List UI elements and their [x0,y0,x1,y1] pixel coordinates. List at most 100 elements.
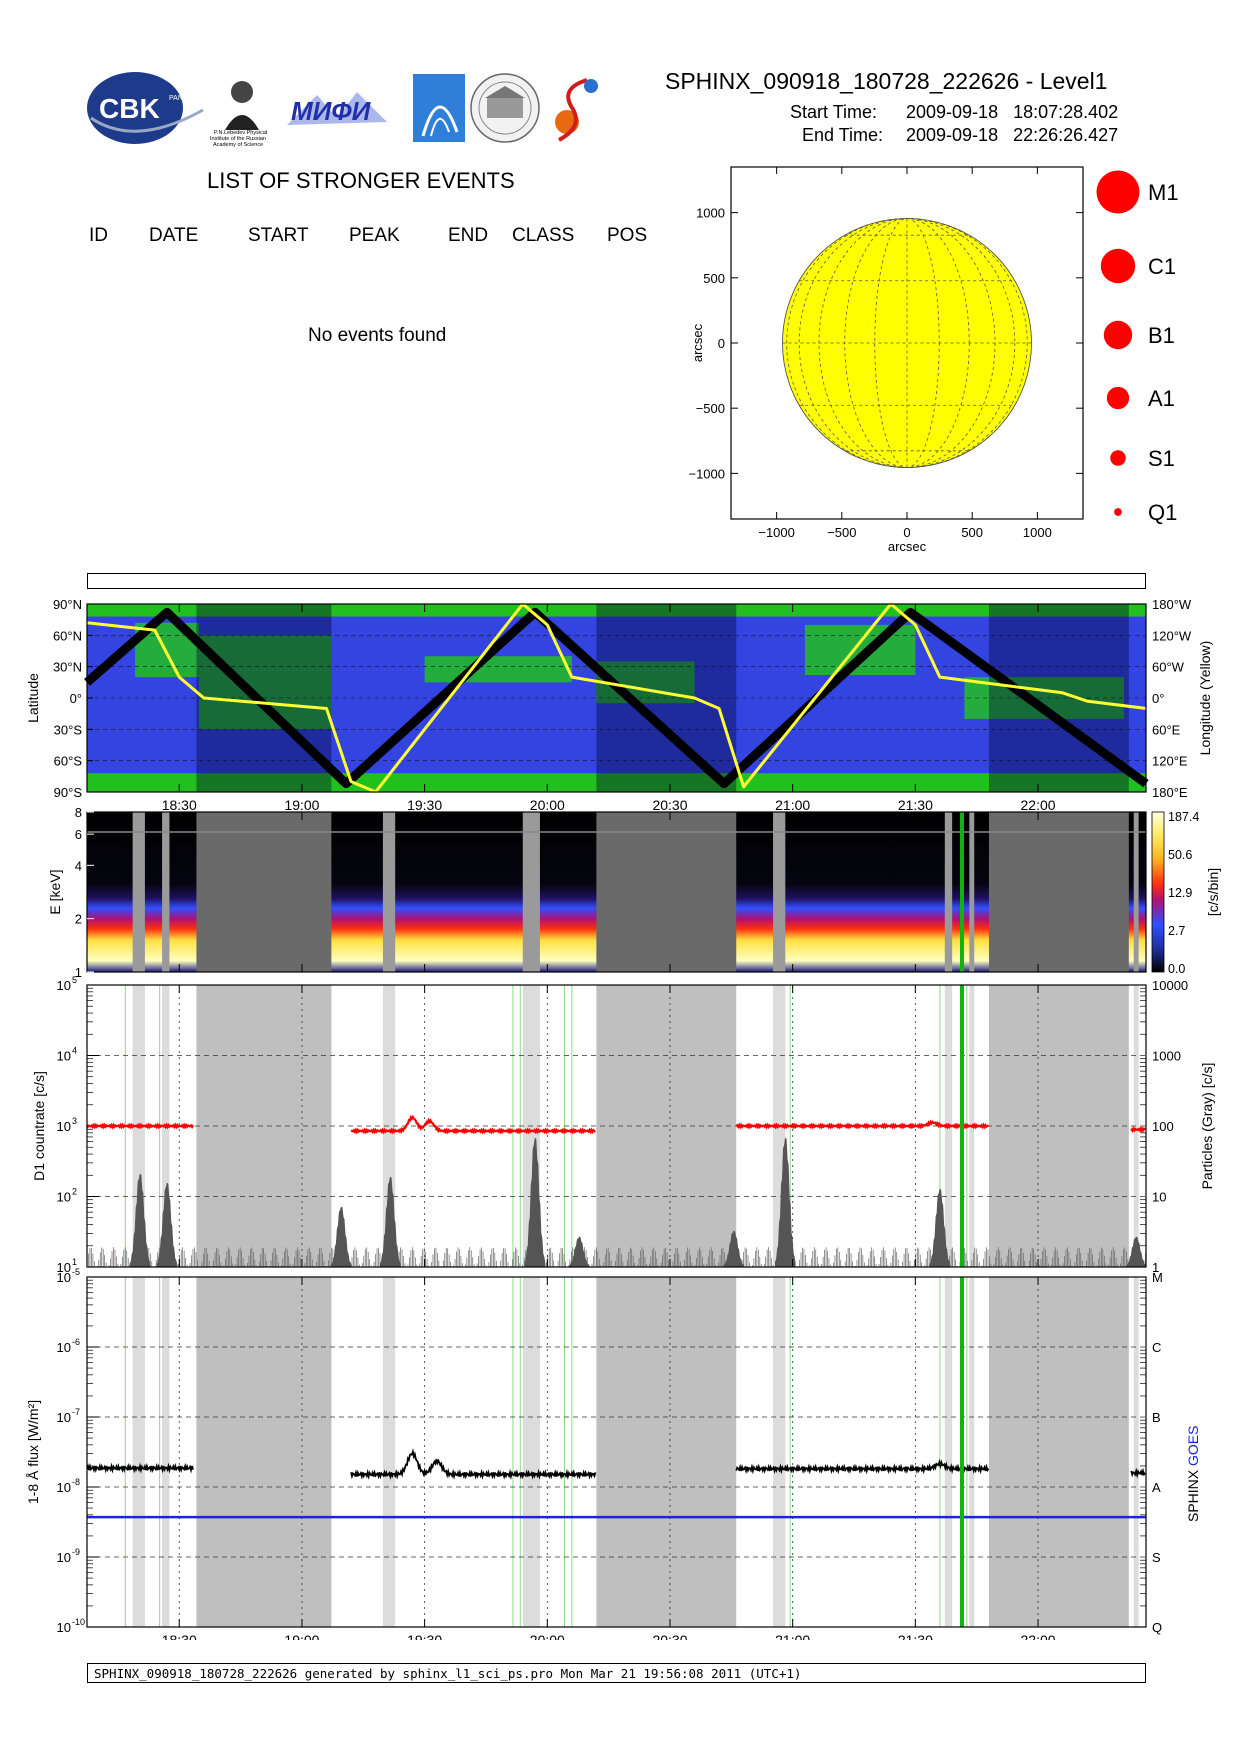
seal-logo [470,73,540,143]
countrate-ytick-label: 10 [57,1190,71,1205]
particle-spike [330,1206,352,1268]
flux-y2tick-label: C [1152,1340,1161,1355]
sun-map-chart: −1000 −500 0 500 1000 1000 500 0 −500 −1000 arcsec… [688,166,1084,554]
flux-particle-gap [944,1277,953,1627]
particle-spike [723,1230,745,1268]
flux-particle-gap [382,1277,396,1627]
time-tick-label: 20:30 [652,797,687,813]
flux-ytick-label: 10 [57,1550,71,1565]
lebedev-line-2: Institute of the Russian [210,136,266,142]
flux-y2label: SPHINX GOES [1185,1426,1201,1522]
end-time-label: End Time: [802,125,884,145]
spectrum-image [87,812,1146,972]
footer-text: SPHINX_090918_180728_222626 generated by… [94,1666,802,1681]
countrate-ytick-label: 10 [57,1260,71,1275]
sphinx-flux-line [86,1462,194,1474]
countrate-ytick-label: 10 [57,1049,71,1064]
events-title: LIST OF STRONGER EVENTS [207,168,515,193]
class-legend-marker [1106,386,1130,410]
countrate-ytick-exponent: 3 [72,1116,77,1126]
flux-ytick-exponent: -5 [72,1267,80,1277]
events-col-pos: POS [607,225,648,246]
spectrum-shadow-gap [596,812,737,972]
class-legend-label: M1 [1148,180,1179,205]
countrate-ytick-label: 10 [57,1119,71,1134]
countrate-particle-gap [1133,985,1139,1267]
time-tick-label: 19:30 [407,1632,442,1640]
flux-ytick-exponent: -9 [72,1547,80,1557]
logo-strip: CBK PAN P.N.Lebedev Physical Institute o… [87,70,647,150]
start-time-value: 2009-09-18 18:07:28.402 [906,102,1119,122]
countrate-ytick-exponent: 5 [72,975,77,985]
events-col-end: END [448,225,489,246]
countrate-y2tick-label: 10000 [1152,978,1188,993]
class-legend-label: B1 [1148,323,1175,348]
countrate-ytick-exponent: 4 [72,1046,77,1056]
flux-ytick-label: 10 [57,1270,71,1285]
longitude-line [786,218,1028,468]
mifi-logo: МИФИ [287,92,387,126]
flux-particle-gap [969,1277,975,1627]
colorbar-tick-label: 2.7 [1168,924,1185,938]
time-tick-label: 21:30 [898,797,933,813]
countrate-ytick-exponent: 1 [72,1257,77,1267]
class-legend-label: A1 [1148,386,1175,411]
spectrum-ytick-label: 6 [75,827,82,842]
spectrum-particle-gap [944,812,953,972]
spectrum-shadow-gap [196,812,332,972]
time-tick-label: 19:00 [284,1632,319,1640]
orbit-y2tick-label: 0° [1152,691,1164,706]
colorbar-tick-label: 50.6 [1168,848,1192,862]
orbit-longitude-track [86,602,1147,794]
flux-ytick-exponent: -10 [72,1617,85,1627]
countrate-y2label: Particles (Gray) [c/s] [1199,1063,1215,1190]
countrate-y2tick-label: 10 [1152,1190,1166,1205]
solar-grid [782,218,1032,468]
countrate-ytick-label: 10 [57,978,71,993]
class-legend-marker [1096,170,1140,214]
time-tick-label: 22:00 [1021,797,1056,813]
blank-info-bar [87,573,1146,589]
orbit-ylabel: Latitude [25,673,41,723]
flux-ytick-exponent: -7 [72,1407,80,1417]
logos-svg: CBK PAN P.N.Lebedev Physical Institute o… [87,72,598,148]
orbit-y2label: Longitude (Yellow) [1197,641,1213,756]
orbit-ytick-label: 60°S [54,754,83,769]
generation-footer: SPHINX_090918_180728_222626 generated by… [87,1663,1146,1683]
orbit-y2tick-label: 120°E [1152,754,1188,769]
spectrum-shadow-gap [988,812,1129,972]
events-col-peak: PEAK [349,225,400,246]
sun-map-xtick-label: 0 [903,525,910,540]
class-legend-marker [1110,450,1126,466]
class-legend-label: C1 [1148,254,1176,279]
class-legend-label: Q1 [1148,500,1177,525]
spectrum-ytick-label: 1 [75,965,82,980]
particle-spike [379,1176,401,1268]
orbit-particle-zone [198,635,332,730]
time-series-panels: 18:30 19:00 19:30 20:00 20:30 21:00 21:30 22:00… [25,597,1221,1640]
orbit-ytick-label: 90°N [53,597,82,612]
colorbar-tick-label: 12.9 [1168,886,1192,900]
flux-ytick-exponent: -8 [72,1477,80,1487]
mifi-logo-text: МИФИ [291,96,372,126]
flux-ytick-label: 10 [57,1620,71,1635]
colorbar-tick-label: 187.4 [1168,810,1199,824]
countrate-ylabel: D1 countrate [c/s] [31,1071,47,1181]
sun-map-xtick-label: −1000 [758,525,795,540]
flux-particle-gap [773,1277,786,1627]
end-time-value: 2009-09-18 22:26:26.427 [906,125,1119,145]
time-tick-label: 20:30 [652,1632,687,1640]
colorbar-label: [c/s/bin] [1205,868,1221,916]
sun-map-ytick-label: 500 [703,271,725,286]
particle-spike [129,1173,151,1268]
cbk-logo: CBK PAN [87,72,204,144]
sphinx-flux-line [1130,1467,1146,1479]
sun-map-xtick-label: 1000 [1023,525,1052,540]
sun-map-xtick-label: −500 [827,525,856,540]
cbk-logo-text: CBK [99,93,160,124]
flux-y2tick-label: M [1152,1270,1163,1285]
spectrum-panel-frame [86,811,1147,973]
spectrum-colorbar [1151,811,1165,973]
sun-map-ytick-label: −1000 [688,466,725,481]
class-legend-marker [1103,320,1133,350]
